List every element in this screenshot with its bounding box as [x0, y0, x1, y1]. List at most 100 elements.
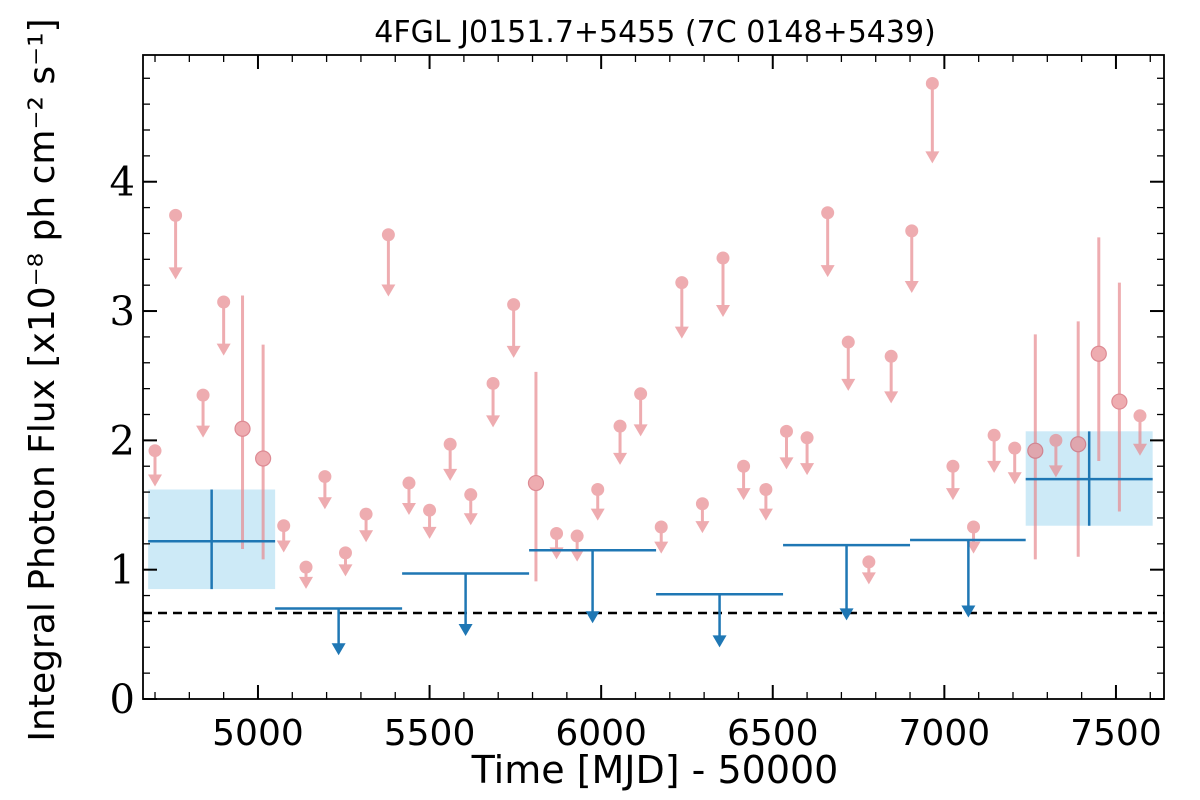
fine-upper-limit-arrow	[486, 415, 501, 428]
fine-upper-limit-marker	[338, 546, 352, 560]
fine-upper-limit-37	[987, 428, 1002, 473]
fine-upper-limit-23	[695, 497, 710, 534]
fine-upper-limit-arrow	[945, 488, 960, 501]
fine-detection-marker	[1090, 345, 1107, 362]
fine-upper-limit-arrow	[401, 502, 416, 515]
fine-upper-limit-arrow	[925, 151, 940, 164]
x-axis-label: Time [MJD] - 50000	[471, 748, 839, 792]
fine-upper-limit-arrow	[338, 564, 353, 577]
x-tick-label: 6500	[727, 713, 819, 754]
fine-upper-limit-arrow	[381, 284, 396, 297]
y-tick-label: 2	[110, 418, 135, 464]
coarse-upper-limit-3	[656, 593, 784, 648]
fine-upper-limit-arrow	[1132, 443, 1147, 456]
fine-upper-limit-21	[654, 520, 669, 554]
fine-upper-limit-arrow	[506, 345, 521, 358]
fine-detection-marker	[1111, 393, 1128, 410]
fine-upper-limit-marker	[946, 459, 960, 473]
x-tick-label: 7500	[1070, 713, 1162, 754]
fine-detection-4	[1070, 321, 1087, 557]
fine-upper-limit-arrow	[1048, 465, 1063, 478]
fine-upper-limit-marker	[507, 298, 521, 312]
fine-upper-limit-arrow	[966, 541, 981, 554]
y-tick-label: 1	[110, 548, 135, 594]
fine-upper-limit-marker	[841, 335, 855, 349]
fine-upper-limit-4	[276, 519, 291, 553]
fine-upper-limit-26	[758, 483, 773, 521]
fine-upper-limit-arrow	[758, 508, 773, 521]
fine-upper-limit-2	[196, 388, 211, 438]
fine-upper-limit-marker	[486, 376, 500, 390]
fine-upper-limit-marker	[570, 529, 584, 543]
fine-upper-limit-17	[570, 529, 585, 562]
fine-upper-limit-marker	[169, 208, 183, 222]
fine-upper-limit-arrow	[779, 457, 794, 470]
plot-frame	[142, 54, 1165, 700]
fine-upper-limit-32	[884, 349, 899, 404]
y-tick-label: 3	[110, 289, 135, 335]
fine-upper-limit-28	[800, 431, 815, 476]
fine-detection-marker	[1027, 442, 1044, 459]
fine-upper-limit-39	[1048, 433, 1063, 478]
x-tick-label: 7000	[899, 713, 991, 754]
fine-upper-limit-arrow	[800, 463, 815, 476]
fine-detection-2	[527, 371, 545, 582]
plot-area: 5000 5500 6000 6500 7000 7500 0 1 2 3 4	[110, 54, 1165, 754]
fine-upper-limit-arrow	[570, 549, 585, 562]
fine-upper-limit-arrow	[613, 452, 628, 465]
coarse-upper-limit-arrow	[585, 611, 600, 624]
fine-detection-5	[1090, 237, 1107, 462]
fine-upper-limit-arrow	[443, 468, 458, 481]
x-tick-label: 6000	[555, 713, 647, 754]
fine-upper-limit-marker	[1049, 433, 1063, 447]
coarse-upper-limit-arrow	[331, 643, 346, 656]
fine-upper-limit-35	[945, 459, 960, 501]
fine-upper-limit-6	[317, 470, 332, 510]
fine-upper-limit-19	[613, 419, 628, 465]
fine-upper-limit-11	[422, 503, 437, 539]
fine-upper-limit-27	[779, 424, 794, 470]
fine-detection-6	[1111, 282, 1128, 512]
y-axis-label: Integral Photon Flux [x10⁻⁸ ph cm⁻² s⁻¹]	[22, 18, 63, 741]
fine-upper-limit-marker	[613, 419, 627, 433]
x-tick-label: 5000	[212, 713, 304, 754]
fine-upper-limit-arrow	[317, 497, 332, 510]
fine-upper-limit-arrow	[695, 521, 710, 534]
fine-upper-limit-marker	[359, 507, 373, 521]
fine-upper-limit-13	[463, 488, 478, 526]
fine-detection-1	[255, 344, 272, 560]
fine-detection-marker	[255, 450, 272, 467]
fine-upper-limit-arrow	[715, 304, 730, 317]
x-tick-label: 5500	[384, 713, 476, 754]
fine-upper-limit-40	[1132, 409, 1147, 456]
fine-upper-limit-arrow	[987, 460, 1002, 473]
fine-upper-limit-arrow	[861, 572, 876, 585]
fine-detection-marker	[527, 474, 545, 492]
fine-upper-limit-38	[1007, 441, 1022, 485]
fine-upper-limit-14	[486, 376, 501, 428]
fine-upper-limit-marker	[1008, 441, 1022, 455]
fine-upper-limit-5	[299, 560, 314, 589]
fine-upper-limit-marker	[217, 295, 231, 309]
fine-upper-limit-marker	[654, 520, 668, 534]
fine-upper-limit-arrow	[196, 425, 211, 438]
fine-upper-limit-31	[861, 555, 876, 585]
fine-upper-limit-3	[216, 295, 231, 356]
fine-detection-3	[1027, 334, 1044, 560]
fine-upper-limit-arrow	[299, 576, 314, 589]
fine-upper-limit-marker	[925, 76, 939, 90]
fine-upper-limit-marker	[381, 228, 395, 242]
fine-upper-limit-marker	[402, 476, 416, 490]
fine-upper-limit-marker	[821, 206, 835, 220]
chart-title: 4FGL J0151.7+5455 (7C 0148+5439)	[374, 15, 936, 50]
fine-upper-limit-15	[506, 298, 521, 358]
fine-upper-limit-marker	[737, 459, 751, 473]
fine-upper-limit-marker	[800, 431, 814, 445]
fine-upper-limit-16	[549, 526, 564, 560]
fine-upper-limit-marker	[1133, 409, 1147, 423]
fine-upper-limit-marker	[423, 503, 437, 517]
coarse-upper-limit-1	[402, 572, 530, 637]
y-tick-label: 4	[110, 160, 135, 206]
fine-upper-limit-marker	[318, 470, 332, 484]
fine-upper-limit-20	[633, 387, 648, 437]
